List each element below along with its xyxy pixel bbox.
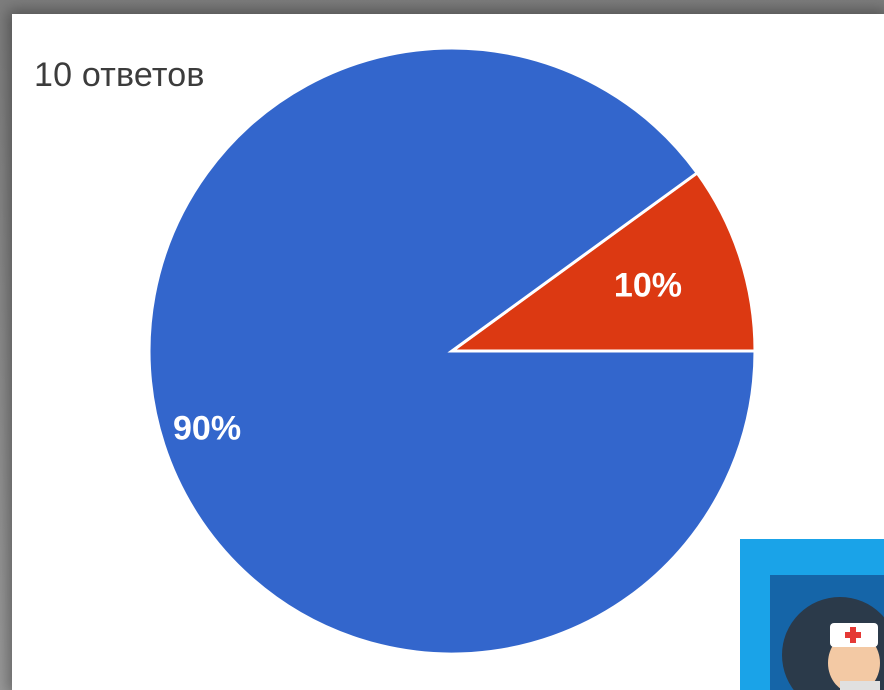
response-count: 10 ответов (34, 56, 205, 94)
pie-slice-label-1: 10% (614, 266, 682, 304)
pie-chart: 10% 90% (147, 46, 757, 656)
illustration-panel (770, 575, 884, 690)
doctor-icon (782, 597, 884, 690)
chart-card: 10 ответов 10% 90% (12, 14, 884, 690)
pie-slice-1 (447, 170, 757, 353)
pie-slice-label-2: 90% (173, 410, 241, 448)
doctor-illustration (740, 539, 884, 690)
pie-slice-2 (147, 46, 757, 656)
